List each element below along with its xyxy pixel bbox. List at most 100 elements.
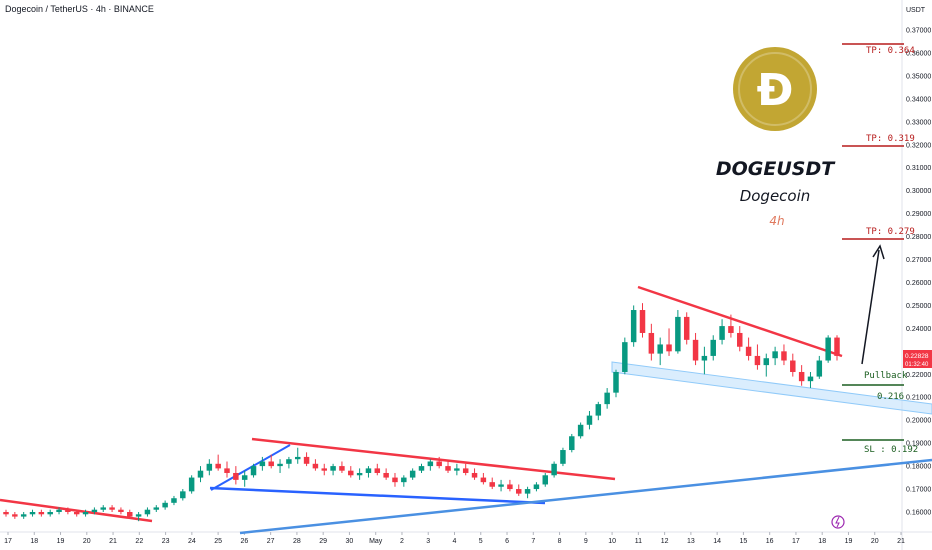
candle[interactable] xyxy=(692,332,699,366)
candle[interactable] xyxy=(524,486,531,499)
candle[interactable] xyxy=(303,452,310,467)
candle[interactable] xyxy=(197,466,204,483)
candle[interactable] xyxy=(224,461,230,478)
candle[interactable] xyxy=(816,355,823,379)
candle[interactable] xyxy=(171,495,177,506)
candle[interactable] xyxy=(719,319,725,345)
candle[interactable] xyxy=(577,422,584,439)
candle[interactable] xyxy=(772,346,778,366)
candle[interactable] xyxy=(38,509,45,517)
candle[interactable] xyxy=(834,335,840,361)
candle[interactable] xyxy=(551,461,557,478)
candle[interactable] xyxy=(701,346,708,375)
candle[interactable] xyxy=(666,328,672,356)
candle[interactable] xyxy=(542,472,549,487)
candle[interactable] xyxy=(268,454,274,469)
candle[interactable] xyxy=(56,507,62,515)
price-axis[interactable]: 0.37000 0.36000 0.35000 0.34000 0.33000 0.320… xyxy=(906,28,931,517)
lightning-event-icon[interactable] xyxy=(831,515,845,529)
resistance-line-early[interactable] xyxy=(0,498,153,523)
candle[interactable] xyxy=(639,303,646,338)
candle[interactable] xyxy=(259,456,266,471)
candle[interactable] xyxy=(489,477,495,490)
candle[interactable] xyxy=(47,509,53,517)
candle[interactable] xyxy=(533,482,540,492)
candle[interactable] xyxy=(374,463,381,476)
candle[interactable] xyxy=(436,456,442,469)
candle[interactable] xyxy=(401,475,407,487)
candle[interactable] xyxy=(657,337,663,366)
candle[interactable] xyxy=(348,466,354,478)
candle[interactable] xyxy=(507,479,513,492)
candle[interactable] xyxy=(12,512,18,519)
candle[interactable] xyxy=(135,512,142,522)
candle[interactable] xyxy=(321,463,327,476)
candle[interactable] xyxy=(20,512,27,519)
candle[interactable] xyxy=(188,475,195,494)
candle[interactable] xyxy=(73,509,80,517)
candle[interactable] xyxy=(745,337,752,361)
candle[interactable] xyxy=(383,468,389,480)
candle[interactable] xyxy=(233,466,239,485)
candle[interactable] xyxy=(392,472,398,487)
candle[interactable] xyxy=(622,337,628,375)
candle[interactable] xyxy=(127,509,133,519)
candle[interactable] xyxy=(3,509,9,517)
candle[interactable] xyxy=(595,401,602,421)
support-line-consolidation[interactable] xyxy=(209,486,546,505)
candle[interactable] xyxy=(409,468,416,480)
candle[interactable] xyxy=(339,461,345,473)
candle[interactable] xyxy=(569,433,575,453)
candle[interactable] xyxy=(294,447,301,464)
candle[interactable] xyxy=(418,463,425,473)
long-term-trendline[interactable] xyxy=(239,458,932,535)
candle[interactable] xyxy=(100,505,106,512)
candle[interactable] xyxy=(153,505,160,512)
candle[interactable] xyxy=(498,479,504,492)
candle[interactable] xyxy=(790,353,796,377)
candle[interactable] xyxy=(683,312,690,345)
candle[interactable] xyxy=(29,509,36,517)
support-line-rising[interactable] xyxy=(210,444,291,491)
candle[interactable] xyxy=(471,468,478,480)
candle[interactable] xyxy=(82,509,89,517)
candle[interactable] xyxy=(462,463,469,476)
candle[interactable] xyxy=(118,507,124,515)
candle[interactable] xyxy=(241,470,248,487)
candle[interactable] xyxy=(365,466,372,478)
candle[interactable] xyxy=(604,388,610,409)
candle[interactable] xyxy=(675,310,681,354)
candle[interactable] xyxy=(356,468,363,480)
candle[interactable] xyxy=(763,353,770,377)
candle[interactable] xyxy=(215,454,221,471)
candle[interactable] xyxy=(781,344,787,366)
candle[interactable] xyxy=(754,344,761,370)
candle[interactable] xyxy=(825,335,831,363)
candle[interactable] xyxy=(728,314,734,338)
candle[interactable] xyxy=(206,459,213,476)
candle[interactable] xyxy=(277,459,283,473)
candle[interactable] xyxy=(65,507,71,515)
candle[interactable] xyxy=(109,505,115,512)
candle[interactable] xyxy=(250,463,257,478)
candle[interactable] xyxy=(454,463,460,476)
candle[interactable] xyxy=(807,371,814,389)
candle[interactable] xyxy=(798,365,805,386)
resistance-line-flag[interactable] xyxy=(637,285,843,358)
candle[interactable] xyxy=(330,463,336,476)
candle[interactable] xyxy=(427,459,434,471)
pullback-channel[interactable] xyxy=(611,361,932,415)
candle[interactable] xyxy=(586,411,593,430)
time-axis[interactable]: 17 18 19 20 21 22 23 24 25 26 27 28 29 30 May 2 3 4 5 6 7 8 9 1… xyxy=(4,532,905,545)
candle[interactable] xyxy=(737,326,743,352)
candle[interactable] xyxy=(516,484,522,496)
candle[interactable] xyxy=(312,459,319,471)
candle[interactable] xyxy=(710,335,716,361)
candle[interactable] xyxy=(286,456,292,469)
candle[interactable] xyxy=(180,489,186,501)
candle[interactable] xyxy=(144,507,151,517)
candle[interactable] xyxy=(445,461,451,473)
candle[interactable] xyxy=(480,472,487,485)
candle[interactable] xyxy=(91,507,98,515)
